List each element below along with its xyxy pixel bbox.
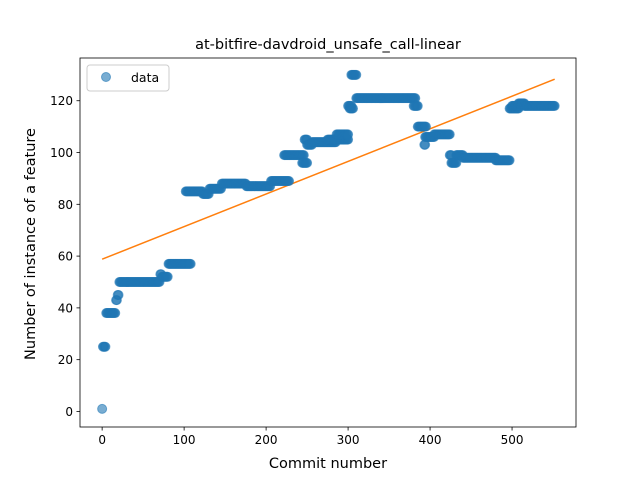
y-tick-label: 80 (58, 198, 73, 212)
x-axis-label: Commit number (269, 456, 387, 472)
data-point (445, 130, 454, 139)
data-point (349, 104, 358, 113)
x-tick-label: 300 (337, 433, 360, 447)
y-tick-label: 20 (58, 353, 73, 367)
axes: 0 100 200 300 400 500 0 20 40 60 80 100 120 (50, 58, 576, 447)
data-point (98, 404, 107, 413)
data-point (550, 101, 559, 110)
x-tick-label: 100 (173, 433, 196, 447)
data-point (421, 122, 430, 131)
data-point (285, 177, 294, 186)
x-tick-label: 0 (98, 433, 106, 447)
data-point (413, 101, 422, 110)
x-tick-label: 400 (419, 433, 442, 447)
fit-line-layer (102, 79, 555, 259)
fit-line (102, 79, 555, 259)
data-point (186, 259, 195, 268)
y-tick-label: 120 (50, 94, 73, 108)
y-tick-label: 0 (65, 405, 73, 419)
data-point (101, 342, 110, 351)
data-point (352, 70, 361, 79)
legend-label-data: data (131, 70, 159, 85)
chart-title: at-bitfire-davdroid_unsafe_call-linear (195, 37, 461, 53)
data-point (344, 130, 353, 139)
y-tick-label: 100 (50, 146, 73, 160)
data-point (111, 309, 120, 318)
data-point (303, 158, 312, 167)
data-point (163, 272, 172, 281)
legend: data (87, 65, 169, 91)
data-points-layer (98, 70, 560, 413)
data-point (505, 156, 514, 165)
x-tick-label: 500 (501, 433, 524, 447)
x-tick-label: 200 (255, 433, 278, 447)
y-axis-label: Number of instance of a feature (23, 128, 39, 360)
y-tick-label: 60 (58, 250, 73, 264)
legend-marker (102, 73, 111, 82)
plot-frame (80, 58, 576, 427)
y-tick-label: 40 (58, 301, 73, 315)
data-point (114, 290, 123, 299)
